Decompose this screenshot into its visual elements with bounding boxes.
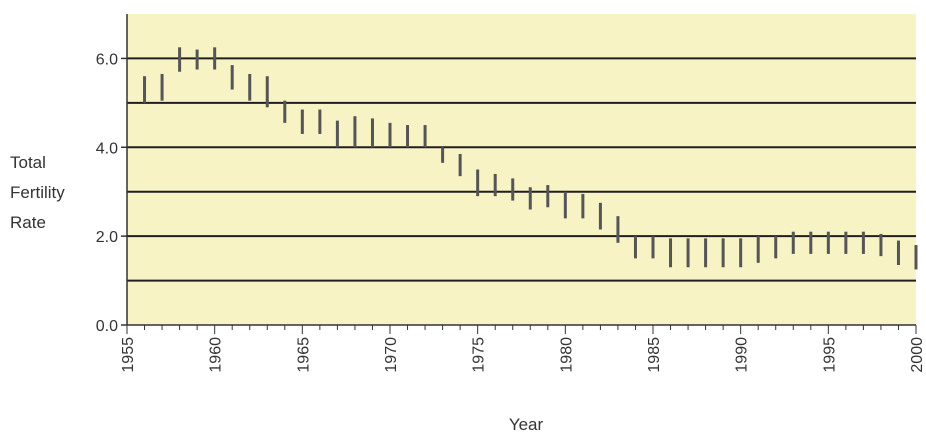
data-markers: [143, 47, 918, 270]
y-axis-label-line-2: Fertility: [10, 183, 65, 202]
x-tick-label: 2000: [909, 337, 926, 373]
x-tick-label: 1990: [734, 337, 751, 373]
y-ticks: 0.0 2.0 4.0 6.0: [96, 51, 127, 335]
y-tick-label: 4.0: [96, 140, 118, 157]
reference-lines: [127, 57, 916, 282]
x-tick-label: 1995: [821, 337, 838, 373]
y-tick-label: 6.0: [96, 51, 118, 68]
y-axis-label-line-3: Rate: [10, 213, 46, 232]
x-axis-label: Year: [509, 415, 544, 434]
y-tick-label: 0.0: [96, 318, 118, 335]
x-tick-label: 1985: [646, 337, 663, 373]
x-tick-label: 1965: [295, 337, 312, 373]
x-tick-label: 1980: [558, 337, 575, 373]
axes: [126, 14, 916, 326]
plot-area: [127, 14, 916, 325]
x-tick-label: 1955: [120, 337, 137, 373]
y-tick-label: 2.0: [96, 229, 118, 246]
y-axis-label-line-1: Total: [10, 153, 46, 172]
x-tick-label: 1970: [383, 337, 400, 373]
x-tick-label: 1975: [471, 337, 488, 373]
x-tick-label: 1960: [208, 337, 225, 373]
x-ticks: 1955 1960 1965 1970 1975 1980 1985 1990 1995 2000: [120, 325, 926, 373]
